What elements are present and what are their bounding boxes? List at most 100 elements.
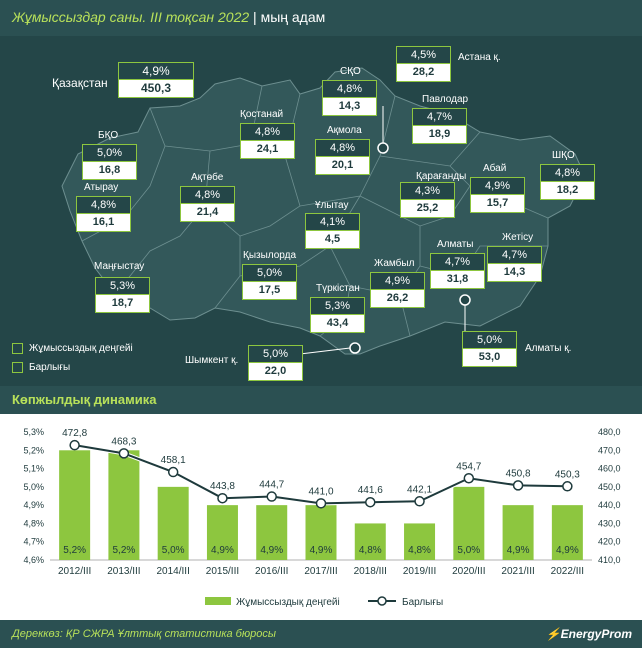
x-tick-label: 2012/III [58, 566, 91, 577]
region-label-almaty-region: Алматы [437, 239, 474, 250]
region-label-zhetysu: Жетісу [502, 232, 534, 243]
y-right-tick-label: 410,0 [598, 555, 621, 565]
y-right-tick-label: 450,0 [598, 482, 621, 492]
bar [305, 505, 337, 560]
bar-data-label: 4,8% [408, 545, 431, 556]
region-box-kostanay: 4,8% 24,1 [240, 123, 295, 159]
line-data-label: 450,3 [555, 469, 580, 480]
astana-marker [377, 142, 389, 154]
line-data-label: 444,7 [259, 480, 284, 491]
x-tick-label: 2021/III [501, 566, 534, 577]
region-box-astana: 4,5% 28,2 [396, 46, 451, 82]
region-label-atyrau: Атырау [84, 182, 119, 193]
line-point [266, 491, 277, 502]
bar-data-label: 4,9% [310, 545, 333, 556]
bar-data-label: 4,9% [556, 545, 579, 556]
y-left-tick-label: 5,2% [23, 445, 44, 455]
region-label-pavlodar: Павлодар [422, 94, 469, 105]
region-label-sko: СҚО [340, 66, 361, 77]
region-label-zhambyl: Жамбыл [374, 258, 415, 269]
x-tick-label: 2014/III [157, 566, 190, 577]
region-box-shko: 4,8% 18,2 [540, 164, 595, 200]
region-box-shymkent: 5,0% 22,0 [248, 345, 303, 381]
line-data-label: 454,7 [456, 461, 481, 472]
x-tick-label: 2022/III [551, 566, 584, 577]
kazakhstan-box: 4,9% 450,3 [118, 62, 194, 98]
region-box-aktobe: 4,8% 21,4 [180, 186, 235, 222]
line-data-label: 441,6 [358, 485, 383, 496]
bar [206, 505, 238, 560]
region-label-kostanay: Қостанай [240, 109, 284, 120]
line-point [512, 480, 524, 491]
y-left-tick-label: 4,8% [23, 518, 44, 528]
region-box-sko: 4,8% 14,3 [322, 80, 377, 116]
almaty-marker [459, 294, 471, 306]
region-box-zhetysu: 4,7% 14,3 [487, 246, 542, 282]
y-left-tick-label: 4,6% [23, 555, 44, 565]
line-data-label: 468,3 [111, 436, 136, 447]
x-tick-label: 2018/III [354, 566, 387, 577]
region-box-almaty-region: 4,7% 31,8 [430, 253, 485, 289]
bar [502, 505, 534, 560]
line-point [463, 473, 475, 484]
y-left-tick-label: 4,9% [23, 500, 44, 510]
x-tick-label: 2015/III [206, 566, 239, 577]
line-point [167, 466, 179, 478]
region-label-ulytau: Ұлытау [315, 200, 349, 211]
title-bar: Жұмыссыздар саны. III тоқсан 2022 | мың … [0, 0, 642, 36]
region-box-ulytau: 4,1% 4,5 [305, 213, 360, 249]
bar-data-label: 5,0% [162, 545, 185, 556]
source-note: Дереккөз: ҚР СЖРА Ұлттық статистика бюро… [12, 628, 276, 640]
line-data-label: 458,1 [161, 455, 186, 466]
page-title: Жұмыссыздар саны. III тоқсан 2022 | мың … [12, 9, 326, 25]
region-box-kyzylorda: 5,0% 17,5 [242, 264, 297, 300]
region-label-almaty-city: Алматы қ. [525, 343, 572, 354]
x-tick-label: 2013/III [107, 566, 140, 577]
region-box-bko: 5,0% 16,8 [82, 144, 137, 180]
bar-data-label: 5,2% [63, 545, 86, 556]
region-box-almaty-city: 5,0% 53,0 [462, 331, 517, 367]
line-data-label: 443,8 [210, 481, 235, 492]
region-label-akmola: Ақмола [327, 125, 362, 136]
y-left-tick-label: 5,1% [23, 464, 44, 474]
map-legend-total: Барлығы [12, 362, 70, 373]
x-tick-label: 2017/III [304, 566, 337, 577]
y-left-tick-label: 4,7% [23, 537, 44, 547]
y-right-tick-label: 470,0 [598, 445, 621, 455]
region-box-abay: 4,9% 15,7 [470, 177, 525, 213]
bar [404, 523, 436, 560]
region-box-zhambyl: 4,9% 26,2 [370, 272, 425, 308]
line-point [69, 439, 80, 451]
line-data-label: 442,1 [407, 484, 432, 495]
x-tick-label: 2016/III [255, 566, 288, 577]
bar-data-label: 5,0% [457, 545, 480, 556]
y-right-tick-label: 440,0 [598, 500, 621, 510]
x-tick-label: 2020/III [452, 566, 485, 577]
bar [157, 486, 189, 560]
legend-line-marker [377, 596, 387, 606]
region-label-shko: ШҚО [552, 150, 575, 161]
region-label-bko: БҚО [98, 130, 119, 141]
dynamics-title: Көпжылдық динамика [12, 392, 157, 407]
dynamics-chart: 4,6% 4,7% 4,8% 4,9% 5,0% 5,1% 5,2% 5,3% 410,0 420… [23, 427, 621, 608]
shymkent-marker [349, 342, 361, 354]
bolt-icon: ⚡ [545, 627, 561, 641]
y-left-tick-label: 5,3% [23, 427, 44, 437]
map-section: Жұмыссыздар саны. III тоқсан 2022 | мың … [0, 0, 642, 386]
region-label-aktobe: Ақтөбе [191, 172, 224, 183]
line-point [365, 496, 376, 508]
region-label-kyzylorda: Қызылорда [243, 250, 297, 261]
line-data-label: 441,0 [308, 486, 333, 497]
bar [551, 505, 583, 560]
region-label-shymkent: Шымкент қ. [185, 355, 239, 366]
line-data-label: 450,8 [506, 468, 531, 479]
legend-line-label: Барлығы [402, 597, 443, 608]
bar-data-label: 4,9% [507, 545, 530, 556]
line-point [562, 481, 573, 492]
bar [354, 523, 386, 560]
x-tick-label: 2019/III [403, 566, 436, 577]
region-label-abay: Абай [483, 163, 507, 174]
line-point [118, 448, 130, 459]
brand-logo: ⚡EnergyProm [545, 627, 632, 641]
region-label-karaganda: Қарағанды [416, 171, 467, 182]
